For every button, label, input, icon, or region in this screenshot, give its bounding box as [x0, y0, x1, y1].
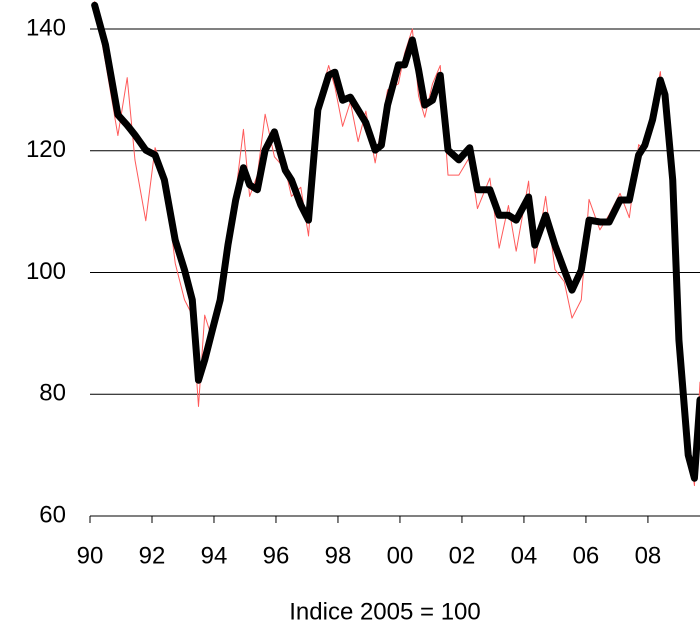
y-tick-label: 100 [26, 258, 66, 285]
x-tick-label: 98 [325, 542, 352, 569]
y-tick-label: 120 [26, 136, 66, 163]
plot-area [91, 1, 700, 487]
x-tick-label: 00 [387, 542, 414, 569]
x-tick-label: 94 [201, 542, 228, 569]
y-tick-label: 80 [39, 380, 66, 407]
data-line [91, 1, 700, 482]
x-axis-label: Indice 2005 = 100 [289, 598, 481, 625]
x-tick-label: 08 [635, 542, 662, 569]
x-tick-label: 02 [449, 542, 476, 569]
x-tick-label: 92 [139, 542, 166, 569]
y-tick-label: 140 [26, 14, 66, 41]
x-tick-label: 04 [511, 542, 538, 569]
x-tick-label: 90 [77, 542, 104, 569]
x-tick-label: 96 [263, 542, 290, 569]
y-tick-label: 60 [39, 501, 66, 528]
x-tick-label: 06 [573, 542, 600, 569]
